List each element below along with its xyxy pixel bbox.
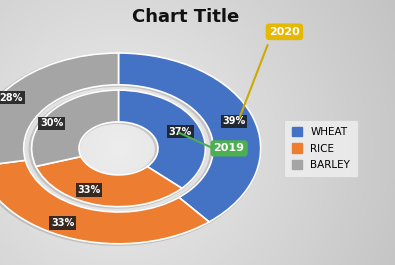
Text: 39%: 39%: [222, 117, 246, 126]
Wedge shape: [36, 157, 182, 207]
Text: 28%: 28%: [0, 93, 23, 103]
Wedge shape: [0, 52, 117, 167]
Wedge shape: [32, 90, 118, 166]
Wedge shape: [117, 52, 261, 224]
Wedge shape: [0, 160, 209, 244]
Wedge shape: [118, 90, 205, 188]
Wedge shape: [28, 90, 117, 168]
Legend: WHEAT, RICE, BARLEY: WHEAT, RICE, BARLEY: [284, 120, 357, 177]
Wedge shape: [0, 53, 118, 166]
Text: 37%: 37%: [169, 127, 192, 136]
Wedge shape: [0, 161, 209, 246]
Text: 2020: 2020: [269, 27, 300, 37]
Wedge shape: [117, 90, 206, 190]
Wedge shape: [33, 157, 182, 209]
Wedge shape: [118, 53, 261, 222]
Text: 30%: 30%: [40, 118, 63, 129]
Text: 33%: 33%: [51, 218, 74, 228]
Text: Chart Title: Chart Title: [132, 8, 239, 26]
Text: 2019: 2019: [214, 143, 245, 153]
Text: 33%: 33%: [77, 185, 101, 195]
